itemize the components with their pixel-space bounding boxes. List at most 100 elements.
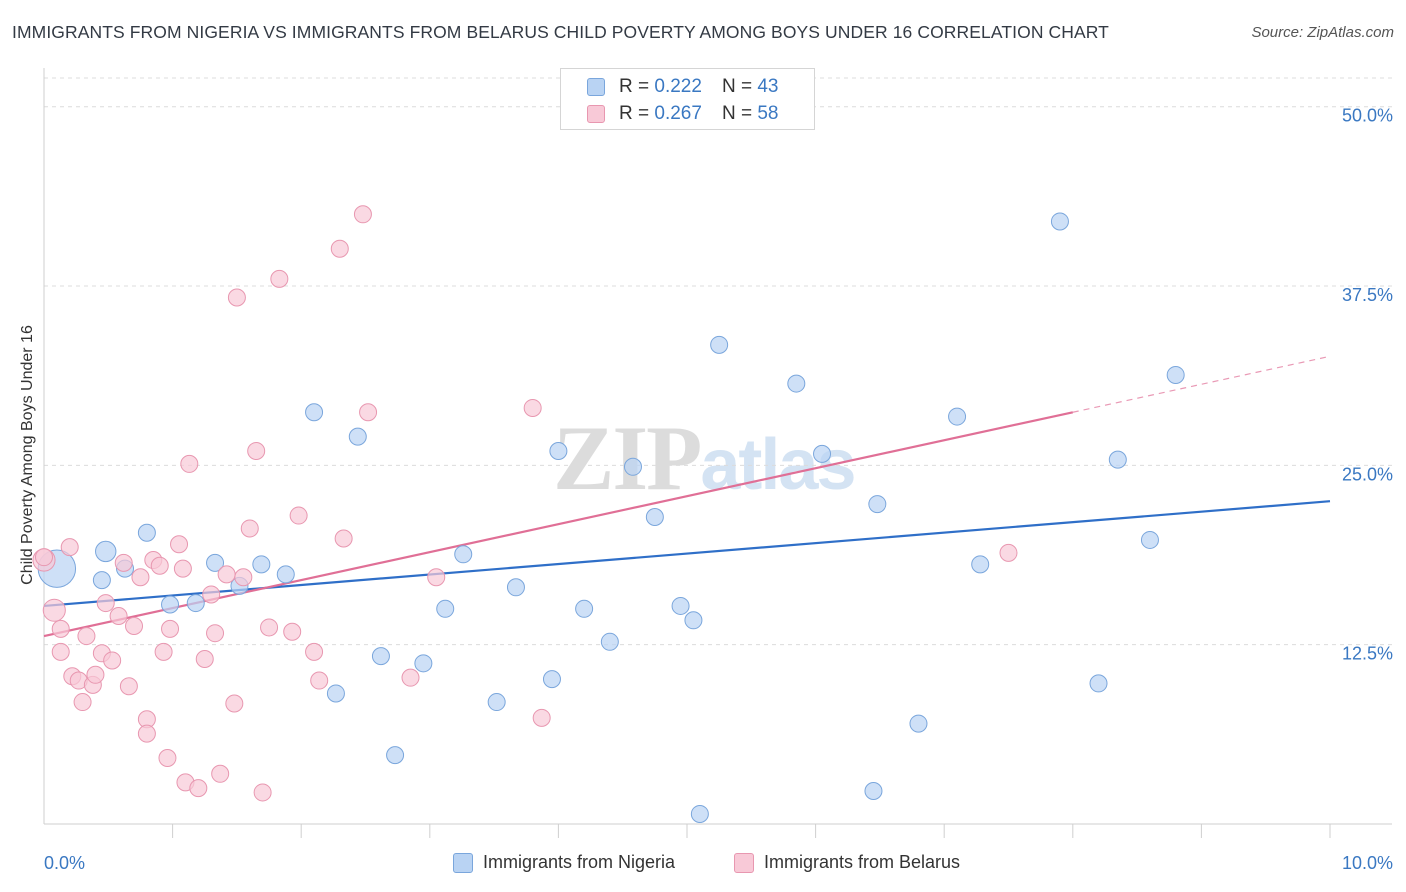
data-point-belarus — [523, 398, 542, 417]
data-point-belarus — [150, 556, 169, 575]
data-point-nigeria — [137, 523, 156, 542]
data-point-belarus — [283, 622, 302, 641]
data-point-belarus — [227, 288, 246, 307]
data-point-belarus — [158, 749, 177, 768]
data-point-nigeria — [948, 407, 967, 426]
data-point-belarus — [225, 694, 244, 713]
data-point-nigeria — [454, 545, 473, 564]
data-point-nigeria — [864, 782, 883, 801]
data-point-belarus — [51, 619, 70, 638]
data-point-belarus — [234, 568, 253, 587]
data-point-belarus — [189, 779, 208, 798]
data-point-nigeria — [95, 540, 117, 563]
trend-line-extension-belarus — [1072, 355, 1331, 413]
data-point-nigeria — [414, 654, 433, 673]
data-point-nigeria — [386, 746, 405, 765]
data-point-belarus — [359, 403, 378, 422]
legend-label-nigeria: Immigrants from Nigeria — [483, 852, 676, 872]
legend-item-nigeria: Immigrants from Nigeria — [453, 852, 675, 873]
data-point-belarus — [240, 519, 259, 538]
data-point-nigeria — [710, 335, 729, 354]
data-point-nigeria — [161, 595, 180, 614]
watermark-zip: ZIP — [553, 407, 702, 509]
data-point-belarus — [305, 642, 324, 661]
y-tick-label: 25.0% — [1342, 464, 1393, 484]
data-point-nigeria — [305, 403, 324, 422]
data-point-belarus — [310, 671, 329, 690]
data-point-nigeria — [600, 632, 619, 651]
data-point-belarus — [353, 205, 372, 224]
legend-r-label: R = — [619, 103, 650, 124]
data-point-belarus — [86, 665, 105, 684]
data-point-belarus — [427, 568, 446, 587]
data-point-belarus — [330, 239, 349, 258]
data-point-nigeria — [971, 555, 990, 574]
data-point-belarus — [35, 548, 53, 567]
data-point-belarus — [161, 619, 180, 638]
x-tick-label: 0.0% — [44, 853, 85, 873]
data-point-nigeria — [487, 693, 506, 712]
data-point-nigeria — [1140, 530, 1159, 549]
data-point-nigeria — [276, 565, 295, 584]
data-point-nigeria — [787, 374, 806, 393]
legend-row-nigeria: R = 0.222 N = 43 — [587, 75, 778, 99]
y-axis-label: Child Poverty Among Boys Under 16 — [19, 325, 36, 585]
points-layer — [32, 205, 1185, 823]
data-point-nigeria — [436, 599, 455, 618]
data-point-belarus — [119, 677, 138, 696]
data-point-belarus — [270, 269, 289, 288]
grid-layer — [44, 77, 1392, 646]
chart-title: IMMIGRANTS FROM NIGERIA VS IMMIGRANTS FR… — [12, 22, 1109, 42]
data-point-belarus — [999, 543, 1018, 562]
data-point-nigeria — [549, 442, 568, 460]
data-point-nigeria — [684, 611, 703, 630]
data-point-nigeria — [1166, 365, 1185, 384]
correlation-legend: R = 0.222 N = 43 R = 0.267 N = 58 — [560, 68, 815, 130]
data-point-belarus — [51, 642, 70, 661]
data-point-nigeria — [542, 670, 561, 689]
y-tick-label: 50.0% — [1342, 106, 1393, 126]
data-point-belarus — [42, 598, 66, 622]
legend-r-value-belarus: 0.267 — [654, 103, 702, 124]
data-point-nigeria — [206, 553, 225, 572]
belarus-swatch — [587, 105, 605, 123]
legend-n-label: N = — [721, 103, 753, 124]
data-point-nigeria — [186, 594, 205, 613]
data-point-belarus — [217, 565, 236, 584]
nigeria-swatch — [587, 78, 605, 96]
data-point-belarus — [125, 617, 144, 636]
data-point-nigeria — [868, 495, 887, 514]
data-point-nigeria — [506, 578, 525, 597]
data-point-belarus — [109, 606, 128, 625]
legend-r-value-nigeria: 0.222 — [654, 76, 702, 97]
data-point-belarus — [202, 585, 221, 604]
series-legend: Immigrants from Nigeria Immigrants from … — [0, 852, 1406, 876]
legend-item-belarus: Immigrants from Belarus — [734, 852, 960, 873]
data-point-belarus — [180, 454, 199, 473]
belarus-legend-swatch — [734, 852, 754, 873]
legend-n-label: N = — [721, 76, 753, 97]
data-point-belarus — [211, 764, 230, 783]
data-point-belarus — [401, 668, 420, 687]
legend-n-value-belarus: 58 — [757, 103, 779, 124]
data-point-belarus — [260, 618, 279, 637]
data-point-belarus — [334, 529, 353, 548]
data-point-nigeria — [690, 804, 709, 823]
data-point-nigeria — [1108, 450, 1127, 469]
data-point-nigeria — [623, 457, 642, 476]
data-point-belarus — [60, 538, 79, 557]
data-point-belarus — [195, 650, 214, 669]
data-point-belarus — [289, 506, 308, 525]
data-point-nigeria — [371, 647, 390, 666]
data-point-belarus — [170, 535, 189, 554]
source-credit: Source: ZipAtlas.com — [1251, 24, 1394, 41]
data-point-nigeria — [1050, 212, 1069, 231]
data-point-belarus — [247, 442, 266, 460]
data-point-belarus — [131, 568, 150, 587]
legend-row-belarus: R = 0.267 N = 58 — [587, 102, 778, 126]
data-point-nigeria — [575, 599, 594, 618]
y-tick-label: 37.5% — [1342, 285, 1393, 305]
y-tick-label: 12.5% — [1342, 644, 1393, 664]
data-point-nigeria — [909, 714, 928, 733]
